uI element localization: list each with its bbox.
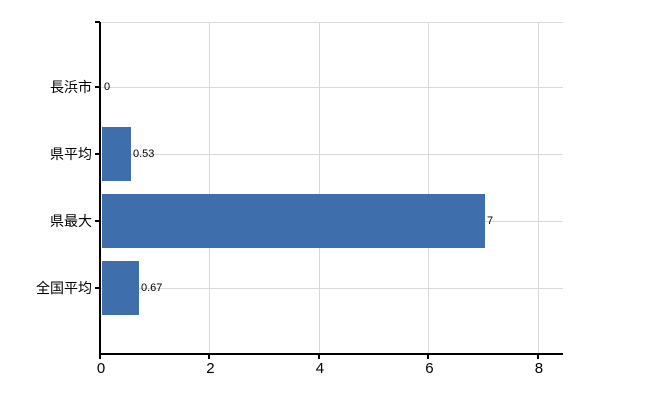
x-axis-tick [427,354,430,359]
x-axis-tick [99,354,101,359]
bar [102,127,131,181]
x-axis-tick [536,354,539,359]
x-tick-label: 2 [206,360,215,377]
bar [102,261,139,315]
category-label: 県最大 [50,213,92,229]
x-tick-label: 8 [534,360,544,377]
value-label: 7 [487,215,494,227]
x-tick-label: 4 [315,360,325,377]
x-tick-label: 0 [96,360,106,377]
y-axis-tick-top [95,21,100,23]
x-axis-tick [208,354,211,359]
gridline-horizontal [101,154,563,155]
x-tick-label: 6 [425,360,434,377]
gridline-horizontal [101,288,563,289]
y-axis-tick [95,287,100,289]
y-axis-tick [95,153,100,155]
gridline-horizontal [101,87,563,88]
value-label: 0 [104,81,111,93]
bar [102,194,485,248]
y-axis [99,22,101,355]
gridline-vertical [428,22,430,353]
gridline-vertical [537,22,539,353]
x-axis [99,353,563,355]
x-axis-tick [317,354,320,359]
category-label: 長浜市 [50,79,92,95]
gridline-top [101,22,563,23]
category-label: 全国平均 [36,280,92,296]
category-label: 県平均 [50,146,92,162]
value-label: 0.67 [141,282,163,294]
y-axis-tick [95,220,100,222]
y-axis-tick [95,86,100,88]
gridline-vertical [209,22,211,353]
gridline-vertical [318,22,320,353]
value-label: 0.53 [133,148,155,160]
